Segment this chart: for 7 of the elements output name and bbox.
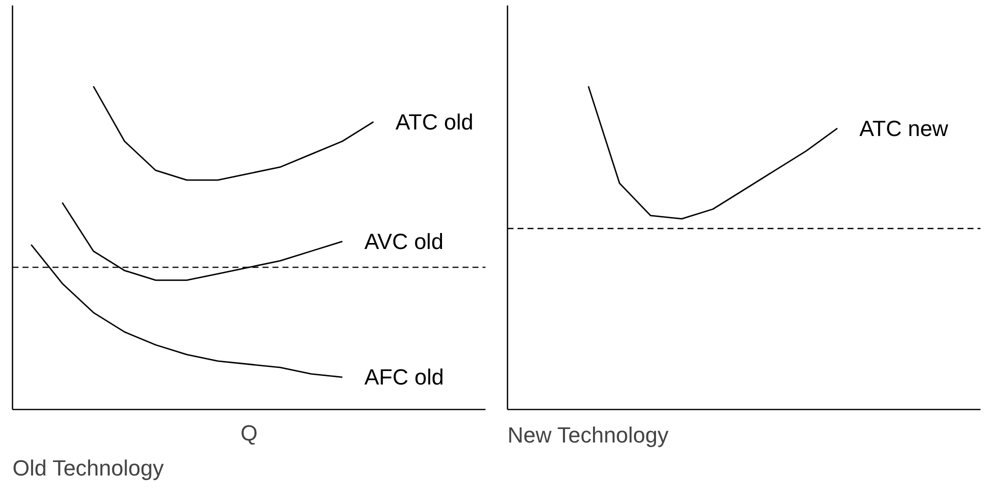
series-label: AVC old — [364, 228, 444, 254]
text: New Technology — [508, 422, 669, 448]
series-label: ATC old — [395, 109, 474, 134]
x-axis-title: Q — [240, 420, 258, 446]
series-label: AFC old — [364, 364, 444, 390]
text: Old Technology — [12, 456, 164, 480]
series-label: ATC new — [859, 116, 948, 141]
